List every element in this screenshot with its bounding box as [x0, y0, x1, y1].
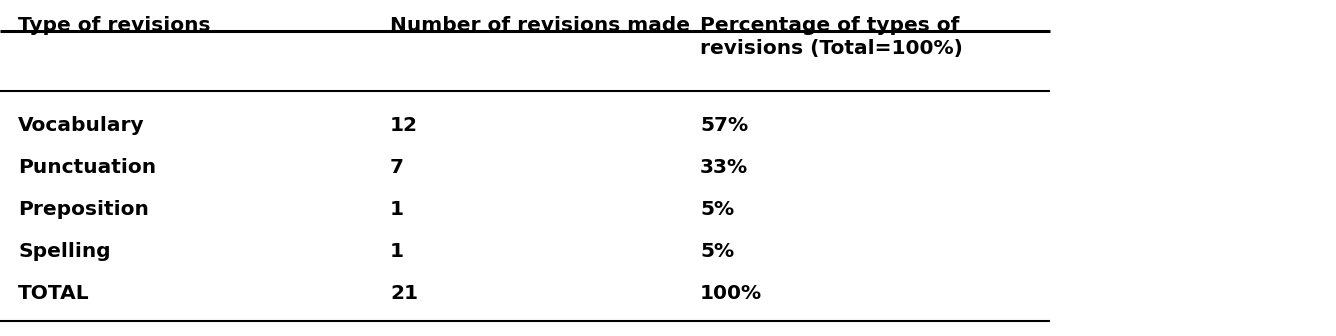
Text: Punctuation: Punctuation: [17, 158, 156, 177]
Text: 21: 21: [390, 284, 418, 303]
Text: 33%: 33%: [700, 158, 748, 177]
Text: 1: 1: [390, 200, 403, 219]
Text: 7: 7: [390, 158, 403, 177]
Text: 57%: 57%: [700, 116, 748, 135]
Text: Number of revisions made: Number of revisions made: [390, 16, 689, 35]
Text: Spelling: Spelling: [17, 242, 111, 261]
Text: 1: 1: [390, 242, 403, 261]
Text: 100%: 100%: [700, 284, 762, 303]
Text: 12: 12: [390, 116, 418, 135]
Text: 5%: 5%: [700, 242, 733, 261]
Text: Percentage of types of
revisions (Total=100%): Percentage of types of revisions (Total=…: [700, 16, 963, 58]
Text: 5%: 5%: [700, 200, 733, 219]
Text: Vocabulary: Vocabulary: [17, 116, 144, 135]
Text: Type of revisions: Type of revisions: [17, 16, 211, 35]
Text: TOTAL: TOTAL: [17, 284, 90, 303]
Text: Preposition: Preposition: [17, 200, 148, 219]
